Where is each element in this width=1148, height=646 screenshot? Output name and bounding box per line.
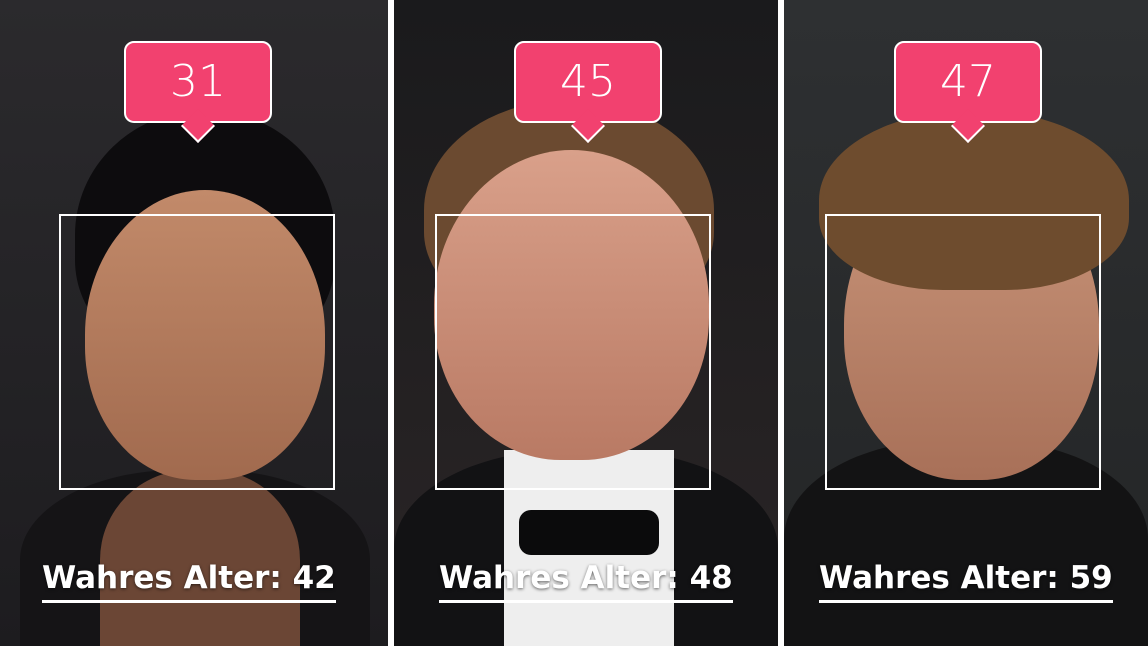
estimated-age: 31 — [170, 56, 226, 107]
photo-panel-3: 47 Wahres Alter: 59 — [784, 0, 1148, 646]
face-detection-box — [825, 214, 1101, 490]
true-age-caption: Wahres Alter: 42 — [42, 560, 336, 603]
estimated-age-badge: 47 — [894, 41, 1042, 123]
estimated-age-badge: 31 — [124, 41, 272, 123]
estimated-age: 45 — [560, 56, 616, 107]
face-detection-box — [435, 214, 711, 490]
photo-panel-1: 31 Wahres Alter: 42 — [0, 0, 388, 646]
true-age-caption: Wahres Alter: 59 — [819, 560, 1113, 603]
portrait-photo — [784, 0, 1148, 646]
face-detection-box — [59, 214, 335, 490]
estimated-age-badge: 45 — [514, 41, 662, 123]
estimated-age: 47 — [940, 56, 996, 107]
photo-panel-2: 45 Wahres Alter: 48 — [394, 0, 778, 646]
true-age-caption: Wahres Alter: 48 — [439, 560, 733, 603]
